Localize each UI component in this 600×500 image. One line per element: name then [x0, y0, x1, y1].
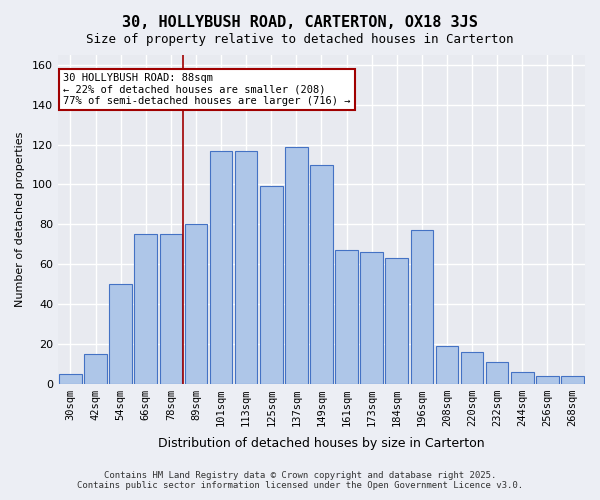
X-axis label: Distribution of detached houses by size in Carterton: Distribution of detached houses by size … [158, 437, 485, 450]
Bar [410, 230, 433, 384]
Bar [59, 374, 82, 384]
Bar [361, 252, 383, 384]
Bar [84, 354, 107, 384]
Bar [310, 164, 333, 384]
Bar [436, 346, 458, 384]
Bar [461, 352, 484, 384]
Bar [561, 376, 584, 384]
Text: Size of property relative to detached houses in Carterton: Size of property relative to detached ho… [86, 32, 514, 46]
Bar [536, 376, 559, 384]
Y-axis label: Number of detached properties: Number of detached properties [15, 132, 25, 307]
Text: 30, HOLLYBUSH ROAD, CARTERTON, OX18 3JS: 30, HOLLYBUSH ROAD, CARTERTON, OX18 3JS [122, 15, 478, 30]
Bar [134, 234, 157, 384]
Bar [486, 362, 508, 384]
Text: Contains HM Land Registry data © Crown copyright and database right 2025.
Contai: Contains HM Land Registry data © Crown c… [77, 470, 523, 490]
Bar [210, 150, 232, 384]
Bar [385, 258, 408, 384]
Bar [335, 250, 358, 384]
Bar [260, 186, 283, 384]
Bar [511, 372, 533, 384]
Text: 30 HOLLYBUSH ROAD: 88sqm
← 22% of detached houses are smaller (208)
77% of semi-: 30 HOLLYBUSH ROAD: 88sqm ← 22% of detach… [63, 73, 351, 106]
Bar [285, 146, 308, 384]
Bar [109, 284, 132, 384]
Bar [185, 224, 207, 384]
Bar [160, 234, 182, 384]
Bar [235, 150, 257, 384]
